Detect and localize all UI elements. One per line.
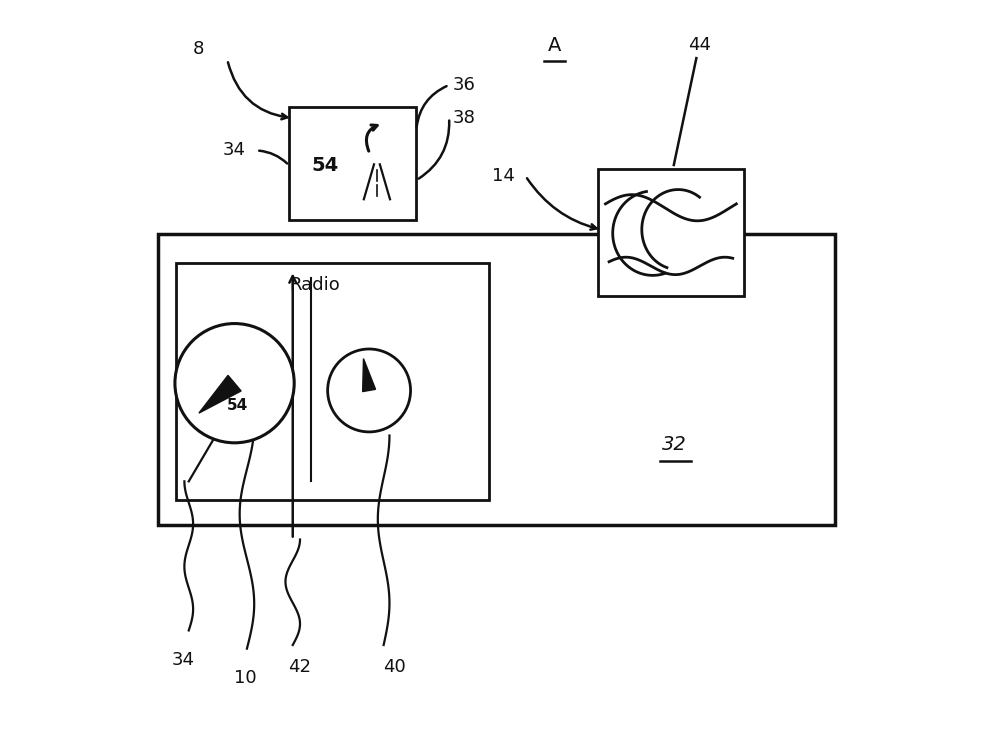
Text: 40: 40 [383,658,406,676]
Bar [289,107,416,220]
Bar [598,169,744,296]
Text: 14: 14 [492,167,515,185]
Bar [176,264,489,499]
Text: 34: 34 [172,650,195,669]
Text: 54: 54 [311,156,338,175]
Circle shape [175,323,294,443]
Bar [158,234,835,525]
Text: A: A [548,36,561,55]
Circle shape [328,349,411,432]
Text: 32: 32 [662,436,687,455]
Polygon shape [199,375,241,413]
Text: 10: 10 [234,669,257,687]
Text: 54: 54 [227,399,248,413]
Text: 42: 42 [289,658,312,676]
Polygon shape [363,358,376,391]
Text: Radio: Radio [289,276,340,294]
Text: 44: 44 [688,36,711,54]
Text: 36: 36 [453,76,476,94]
Text: 34: 34 [223,142,246,159]
Text: 8: 8 [193,39,204,58]
Text: 38: 38 [453,109,476,127]
